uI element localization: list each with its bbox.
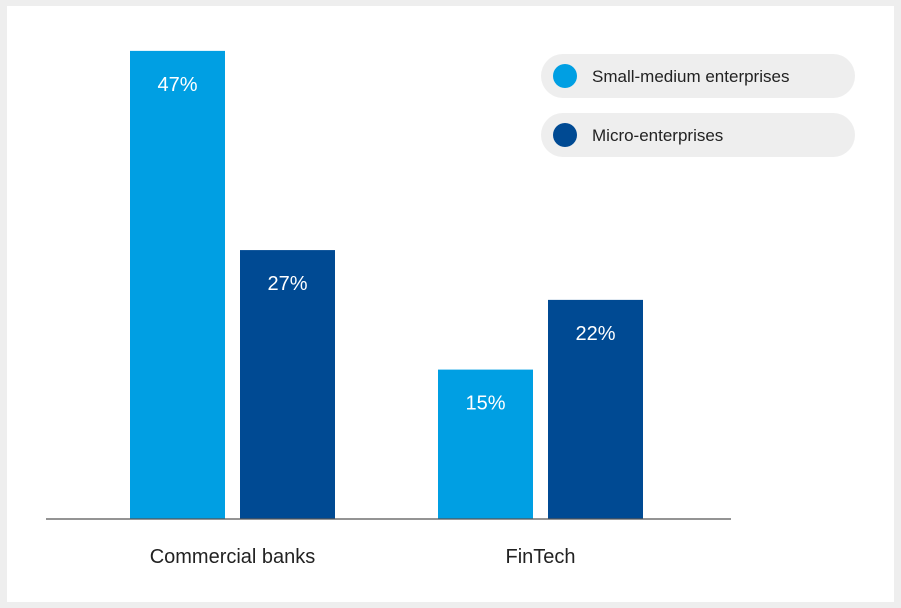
- labels-layer: 47% 27% 15% 22%: [157, 74, 615, 415]
- legend: Small-medium enterprises Micro-enterprise…: [541, 54, 855, 157]
- bar-fintech-small-medium-enterprises: [438, 369, 533, 519]
- legend-pill: [541, 113, 855, 157]
- legend-swatch-icon: [553, 64, 577, 88]
- data-label-fintech-micro-enterprises: 22%: [575, 323, 615, 345]
- category-labels: Commercial banks FinTech: [150, 546, 576, 568]
- category-label-commercial-banks: Commercial banks: [150, 546, 316, 568]
- data-label-fintech-small-medium-enterprises: 15%: [465, 393, 505, 415]
- category-label-fintech: FinTech: [505, 546, 575, 568]
- legend-swatch-icon: [553, 123, 577, 147]
- legend-label: Micro-enterprises: [592, 126, 723, 145]
- bar-fintech-micro-enterprises: [548, 299, 643, 519]
- bar-commercial-banks-micro-enterprises: [240, 250, 335, 519]
- legend-item-small-medium-enterprises: Small-medium enterprises: [541, 54, 855, 98]
- legend-pill: [541, 54, 855, 98]
- data-label-commercial-banks-micro-enterprises: 27%: [267, 273, 307, 295]
- bars-layer: [130, 50, 643, 519]
- legend-item-micro-enterprises: Micro-enterprises: [541, 113, 855, 157]
- data-label-commercial-banks-small-medium-enterprises: 47%: [157, 74, 197, 96]
- legend-label: Small-medium enterprises: [592, 67, 789, 86]
- bar-commercial-banks-small-medium-enterprises: [130, 50, 225, 519]
